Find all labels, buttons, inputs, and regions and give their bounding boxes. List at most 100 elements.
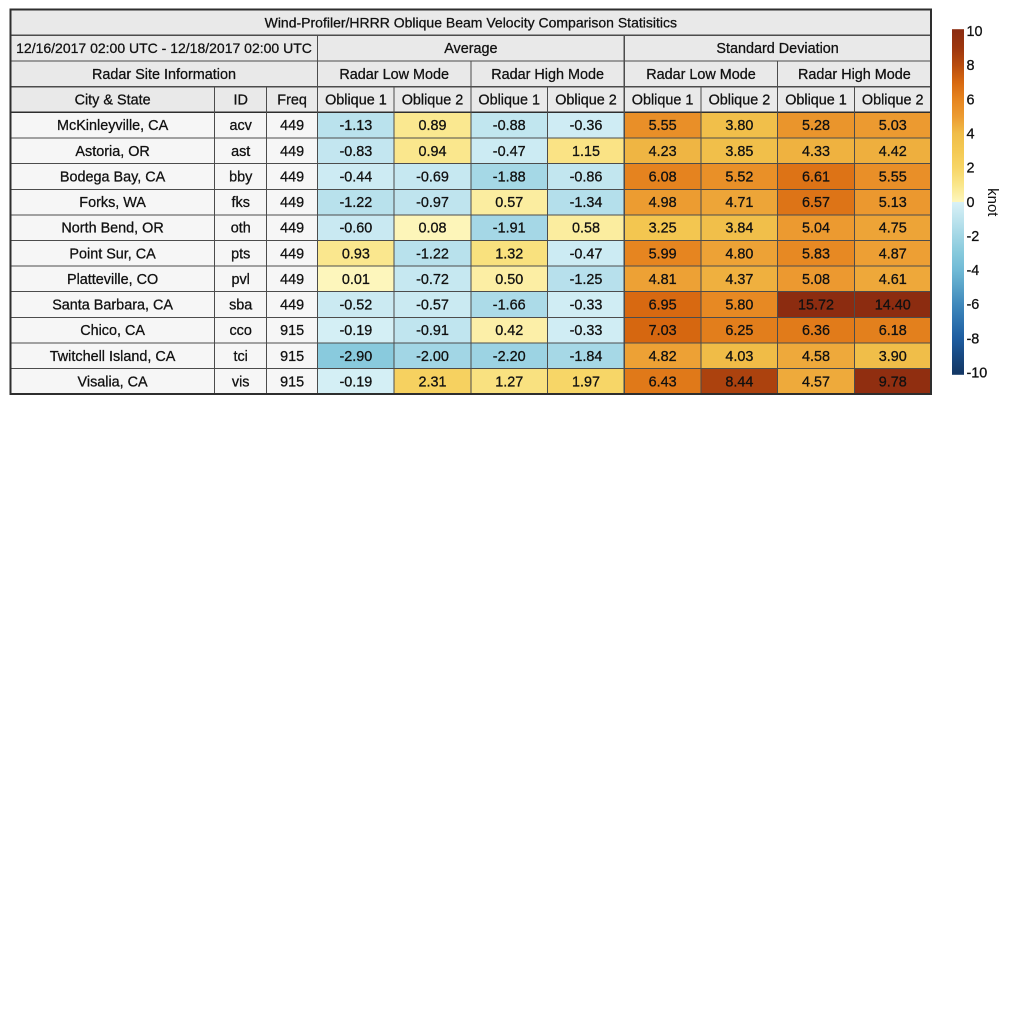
svg-text:4.33: 4.33 — [802, 144, 830, 160]
svg-text:-0.52: -0.52 — [339, 298, 372, 314]
svg-text:0.89: 0.89 — [418, 118, 446, 134]
svg-text:0.94: 0.94 — [418, 144, 446, 160]
svg-text:tci: tci — [233, 349, 247, 365]
svg-text:Radar Low Mode: Radar Low Mode — [646, 67, 756, 83]
svg-text:-4: -4 — [967, 263, 980, 279]
svg-text:10: 10 — [967, 24, 983, 40]
svg-text:Wind-Profiler/HRRR Oblique Bea: Wind-Profiler/HRRR Oblique Beam Velocity… — [265, 14, 677, 30]
svg-text:4.98: 4.98 — [649, 195, 677, 211]
svg-text:4: 4 — [967, 127, 975, 143]
svg-text:4.81: 4.81 — [649, 272, 677, 288]
svg-text:7.03: 7.03 — [649, 323, 677, 339]
svg-text:Radar Site Information: Radar Site Information — [92, 67, 236, 83]
svg-text:0.08: 0.08 — [418, 221, 446, 237]
svg-text:bby: bby — [229, 169, 253, 185]
svg-text:3.85: 3.85 — [725, 144, 753, 160]
svg-text:449: 449 — [280, 195, 304, 211]
svg-text:3.84: 3.84 — [725, 221, 753, 237]
svg-text:5.83: 5.83 — [802, 246, 830, 262]
svg-text:-0.91: -0.91 — [416, 323, 449, 339]
svg-text:ID: ID — [233, 93, 247, 109]
svg-text:-1.25: -1.25 — [570, 272, 603, 288]
svg-text:5.03: 5.03 — [879, 118, 907, 134]
svg-text:-10: -10 — [967, 366, 988, 382]
svg-text:-2.20: -2.20 — [493, 349, 526, 365]
svg-text:-1.22: -1.22 — [416, 246, 449, 262]
svg-text:knot: knot — [984, 188, 1001, 217]
svg-text:4.82: 4.82 — [649, 349, 677, 365]
svg-text:449: 449 — [280, 169, 304, 185]
svg-text:-0.44: -0.44 — [339, 169, 372, 185]
svg-text:Bodega Bay, CA: Bodega Bay, CA — [60, 169, 166, 185]
svg-text:12/16/2017 02:00 UTC - 12/18/2: 12/16/2017 02:00 UTC - 12/18/2017 02:00 … — [16, 40, 312, 56]
svg-text:-0.86: -0.86 — [570, 169, 603, 185]
svg-text:449: 449 — [280, 272, 304, 288]
svg-text:-1.34: -1.34 — [570, 195, 603, 211]
svg-text:Twitchell Island, CA: Twitchell Island, CA — [50, 349, 176, 365]
svg-text:4.37: 4.37 — [725, 272, 753, 288]
svg-text:6.95: 6.95 — [649, 298, 677, 314]
svg-text:6.36: 6.36 — [802, 323, 830, 339]
svg-text:vis: vis — [232, 374, 250, 390]
svg-text:0.93: 0.93 — [342, 246, 370, 262]
svg-text:-8: -8 — [967, 331, 980, 347]
svg-text:3.80: 3.80 — [725, 118, 753, 134]
svg-text:oth: oth — [231, 221, 251, 237]
svg-text:449: 449 — [280, 298, 304, 314]
svg-text:6.08: 6.08 — [649, 169, 677, 185]
svg-text:-1.91: -1.91 — [493, 221, 526, 237]
svg-text:5.52: 5.52 — [725, 169, 753, 185]
svg-text:pts: pts — [231, 246, 250, 262]
svg-text:449: 449 — [280, 221, 304, 237]
svg-text:sba: sba — [229, 298, 252, 314]
svg-text:-0.60: -0.60 — [339, 221, 372, 237]
svg-text:6.57: 6.57 — [802, 195, 830, 211]
svg-text:Oblique 2: Oblique 2 — [402, 93, 464, 109]
svg-text:Radar High Mode: Radar High Mode — [491, 67, 604, 83]
svg-text:4.71: 4.71 — [725, 195, 753, 211]
svg-text:0.57: 0.57 — [495, 195, 523, 211]
svg-text:-1.13: -1.13 — [339, 118, 372, 134]
svg-text:5.28: 5.28 — [802, 118, 830, 134]
svg-text:2.31: 2.31 — [418, 374, 446, 390]
svg-text:9.78: 9.78 — [879, 374, 907, 390]
svg-text:8: 8 — [967, 58, 975, 74]
svg-text:449: 449 — [280, 144, 304, 160]
svg-text:-0.19: -0.19 — [339, 323, 372, 339]
svg-text:fks: fks — [232, 195, 250, 211]
svg-text:Oblique 1: Oblique 1 — [478, 93, 540, 109]
svg-text:acv: acv — [229, 118, 252, 134]
svg-text:-0.47: -0.47 — [493, 144, 526, 160]
svg-text:McKinleyville, CA: McKinleyville, CA — [57, 118, 169, 134]
svg-text:4.80: 4.80 — [725, 246, 753, 262]
svg-text:4.03: 4.03 — [725, 349, 753, 365]
svg-text:-0.47: -0.47 — [570, 246, 603, 262]
svg-text:Point Sur, CA: Point Sur, CA — [69, 246, 156, 262]
svg-text:-2.00: -2.00 — [416, 349, 449, 365]
svg-text:2: 2 — [967, 161, 975, 177]
svg-text:8.44: 8.44 — [725, 374, 753, 390]
svg-text:915: 915 — [280, 374, 304, 390]
svg-text:449: 449 — [280, 118, 304, 134]
svg-text:3.25: 3.25 — [649, 221, 677, 237]
svg-text:4.75: 4.75 — [879, 221, 907, 237]
svg-text:Visalia, CA: Visalia, CA — [78, 374, 149, 390]
svg-text:3.90: 3.90 — [879, 349, 907, 365]
svg-text:6.43: 6.43 — [649, 374, 677, 390]
svg-text:-2.90: -2.90 — [339, 349, 372, 365]
svg-text:Astoria, OR: Astoria, OR — [75, 144, 149, 160]
svg-text:cco: cco — [229, 323, 251, 339]
svg-text:14.40: 14.40 — [875, 298, 911, 314]
svg-text:Oblique 2: Oblique 2 — [862, 93, 924, 109]
svg-text:Forks, WA: Forks, WA — [79, 195, 146, 211]
svg-text:-0.97: -0.97 — [416, 195, 449, 211]
svg-text:0.42: 0.42 — [495, 323, 523, 339]
svg-text:Oblique 1: Oblique 1 — [632, 93, 694, 109]
svg-text:5.55: 5.55 — [879, 169, 907, 185]
svg-text:-6: -6 — [967, 297, 980, 313]
svg-text:North Bend, OR: North Bend, OR — [61, 221, 163, 237]
svg-text:4.23: 4.23 — [649, 144, 677, 160]
svg-text:4.58: 4.58 — [802, 349, 830, 365]
svg-text:-1.84: -1.84 — [570, 349, 603, 365]
svg-text:-1.88: -1.88 — [493, 169, 526, 185]
